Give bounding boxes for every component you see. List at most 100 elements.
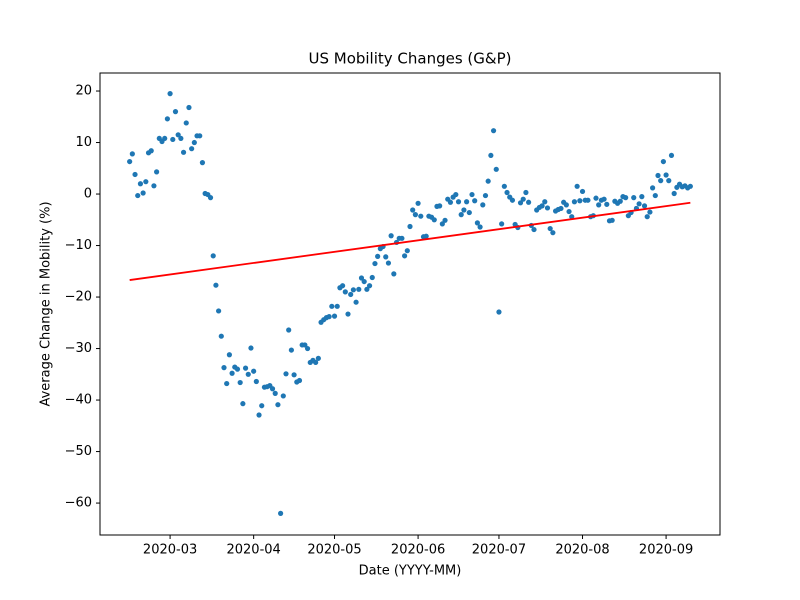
point (167, 91, 173, 97)
point (164, 116, 170, 122)
point (172, 109, 179, 115)
point (658, 178, 664, 184)
point (496, 309, 502, 315)
point (493, 166, 499, 172)
point (523, 189, 529, 196)
point (178, 135, 184, 142)
point (477, 224, 483, 230)
point (183, 120, 189, 126)
point (197, 133, 203, 139)
y-tick-label: 20 (75, 84, 92, 99)
point (655, 172, 661, 179)
point (526, 199, 532, 205)
point (278, 510, 284, 516)
point (280, 393, 286, 399)
point (256, 412, 262, 418)
point (242, 365, 249, 371)
point (199, 160, 206, 166)
x-tick-label: 2020-03 (143, 543, 197, 558)
y-tick-label: −30 (65, 341, 92, 356)
x-tick-label: 2020-09 (639, 543, 693, 558)
point (135, 192, 141, 199)
point (391, 271, 397, 277)
point (544, 205, 551, 211)
point (221, 365, 227, 371)
point (234, 366, 241, 372)
point (180, 149, 187, 155)
x-tick-label: 2020-04 (226, 543, 280, 558)
point (509, 197, 516, 203)
point (666, 178, 672, 184)
plot-frame (99, 72, 721, 536)
point (186, 104, 192, 111)
point (663, 172, 669, 178)
point (315, 355, 321, 361)
point (431, 217, 437, 223)
point (353, 299, 359, 305)
point (283, 371, 289, 377)
point (579, 188, 586, 195)
y-tick-label: −50 (65, 444, 92, 459)
point (296, 377, 303, 384)
point (364, 286, 370, 292)
point (647, 209, 653, 215)
point (331, 313, 338, 319)
point (148, 148, 154, 154)
point (361, 278, 367, 285)
point (385, 260, 392, 266)
point (687, 183, 693, 189)
point (272, 390, 278, 396)
point (423, 233, 429, 239)
point (229, 370, 235, 376)
point (402, 253, 408, 259)
point (140, 190, 146, 196)
point (412, 212, 418, 218)
point (151, 183, 157, 189)
point (127, 158, 133, 165)
point (601, 196, 607, 202)
point (447, 199, 454, 205)
point (461, 207, 467, 213)
point (474, 220, 480, 226)
point (501, 183, 507, 189)
point (442, 217, 448, 223)
point (245, 371, 251, 377)
point (547, 225, 553, 232)
x-tick-label: 2020-05 (307, 543, 361, 558)
point (439, 221, 445, 227)
point (358, 275, 365, 281)
point (488, 152, 494, 159)
point (213, 282, 219, 288)
point (162, 135, 168, 142)
trend-line (129, 201, 691, 281)
point (191, 139, 197, 146)
point (237, 379, 243, 386)
x-tick-label: 2020-06 (391, 543, 445, 558)
point (563, 202, 569, 208)
point (226, 352, 232, 358)
y-tick-label: −10 (65, 238, 92, 253)
point (304, 345, 311, 352)
point (248, 345, 254, 351)
point (404, 248, 410, 254)
point (369, 274, 375, 281)
point (652, 192, 658, 199)
point (636, 201, 642, 207)
point (458, 212, 464, 218)
point (482, 192, 489, 199)
point (175, 132, 181, 138)
point (137, 181, 144, 187)
point (671, 190, 677, 197)
point (207, 195, 214, 201)
point (631, 195, 637, 201)
point (464, 199, 470, 205)
y-tick-label: 10 (75, 135, 92, 150)
point (617, 198, 623, 204)
point (415, 200, 421, 206)
point (329, 303, 335, 309)
point (517, 200, 524, 206)
point (345, 311, 351, 317)
x-tick-label: 2020-07 (472, 543, 526, 558)
y-tick-label: 0 (84, 187, 92, 202)
